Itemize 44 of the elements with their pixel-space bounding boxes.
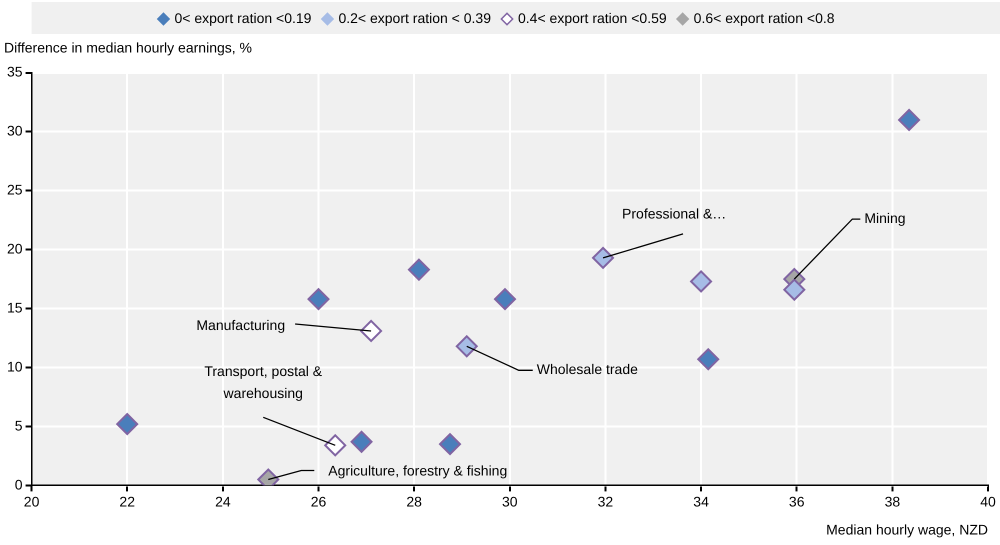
x-tick-label: 36	[788, 494, 805, 510]
point	[898, 108, 920, 131]
point	[456, 335, 478, 358]
legend-label: 0< export ration <0.19	[174, 10, 312, 26]
point	[308, 288, 330, 310]
point	[592, 246, 614, 269]
y-tick-label: 35	[6, 64, 23, 80]
x-tick-label: 32	[598, 494, 614, 510]
legend-label: 0.4< export ration <0.59	[518, 10, 667, 26]
point	[783, 278, 806, 301]
annotation: Wholesale trade	[536, 361, 638, 378]
x-tick-label: 28	[406, 494, 422, 510]
point	[697, 348, 720, 370]
x-axis-title: Median hourly wage, NZD	[826, 521, 988, 538]
x-tick-label: 38	[884, 494, 900, 510]
annotation: Transport, postal & warehousing	[204, 363, 323, 402]
x-tick-label: 30	[502, 494, 518, 510]
point	[324, 434, 346, 456]
point	[116, 413, 138, 436]
x-tick-label: 24	[215, 494, 231, 510]
annotation: Manufacturing	[196, 316, 286, 333]
x-tick-label: 40	[980, 494, 996, 510]
point	[494, 288, 516, 310]
point	[408, 258, 430, 281]
point	[690, 270, 712, 292]
y-tick-label: 30	[6, 122, 23, 139]
y-tick-label: 25	[6, 182, 23, 198]
y-tick-label: 5	[14, 417, 23, 434]
x-tick-label: 26	[310, 494, 326, 510]
point	[360, 320, 382, 342]
x-tick-label: 22	[119, 494, 136, 510]
annotation: Mining	[864, 210, 906, 226]
annotation: Agriculture, forestry & fishing	[328, 462, 508, 478]
legend-label: 0.6< export ration <0.8	[694, 10, 835, 26]
point	[439, 433, 462, 456]
y-tick-label: 20	[6, 240, 23, 256]
legend-label: 0.2< export ration < 0.39	[338, 10, 492, 26]
y-tick-label: 0	[14, 476, 23, 492]
x-tick-label: 34	[693, 494, 710, 510]
point	[350, 430, 373, 453]
y-axis-title: Difference in median hourly earnings, %	[4, 39, 252, 56]
annotation: Professional &…	[622, 206, 726, 222]
y-tick-label: 15	[6, 299, 23, 316]
y-tick-label: 10	[6, 358, 23, 374]
